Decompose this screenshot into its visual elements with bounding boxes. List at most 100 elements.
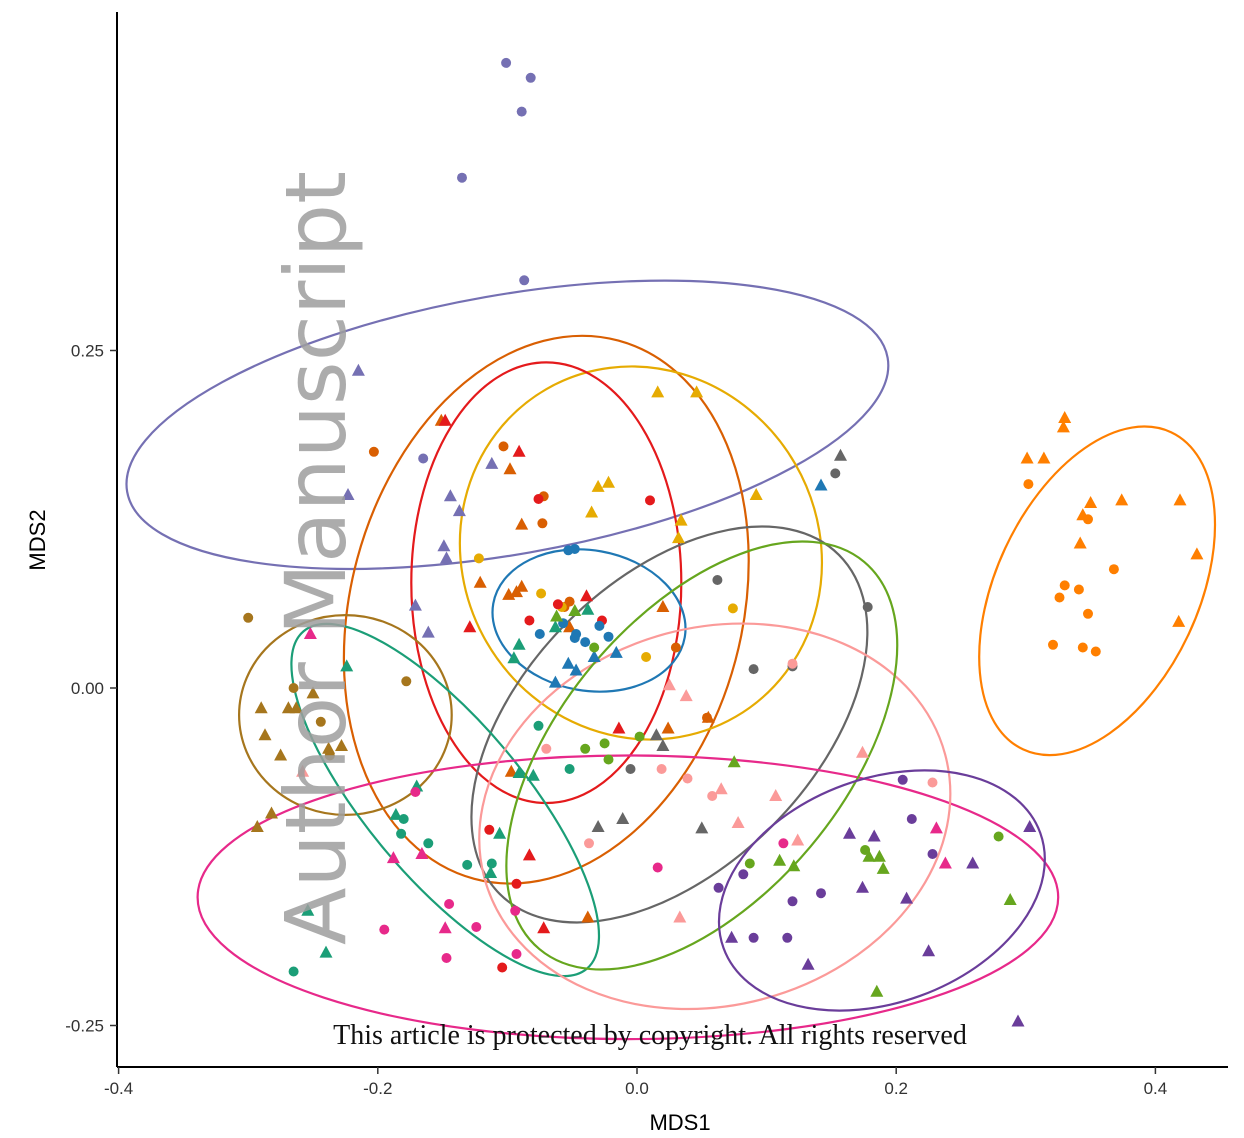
group-13-triangle-point <box>725 930 739 943</box>
group-9-circle-point <box>396 828 407 839</box>
group-13-triangle-point <box>1011 1014 1025 1027</box>
group-3-triangle-point <box>602 475 615 488</box>
group-11-triangle-point <box>714 782 728 795</box>
group-6-triangle-point <box>649 728 663 741</box>
group-12-circle-point <box>744 858 755 869</box>
group-7-circle-point <box>1077 642 1088 653</box>
group-13-triangle-point <box>1023 820 1037 832</box>
group-12-triangle-point <box>872 849 886 862</box>
group-1-circle-point <box>418 453 429 464</box>
group-13-triangle-point <box>922 944 936 957</box>
group-2-triangle-point <box>701 710 715 723</box>
group-2-circle-point <box>670 642 681 653</box>
group-9-circle-point <box>423 838 434 849</box>
y-tick-label: 0.25 <box>71 342 104 361</box>
group-12-circle-point <box>599 738 610 749</box>
group-13-circle-point <box>782 932 793 943</box>
group-2-triangle-point <box>515 517 529 530</box>
group-7-triangle-point <box>1020 451 1034 464</box>
group-4-triangle-point <box>438 413 452 426</box>
group-5-circle-point <box>534 629 545 639</box>
group-9-circle-point <box>462 859 473 870</box>
group-9-triangle-point <box>493 826 507 839</box>
group-4-circle-point <box>484 824 495 835</box>
group-9-triangle-point <box>301 903 315 916</box>
group-3-triangle-point <box>674 513 688 526</box>
group-6-circle-point <box>625 764 636 774</box>
group-7-triangle-point <box>1076 508 1090 521</box>
x-axis-ticks: -0.4 -0.2 0.0 0.2 0.4 <box>104 1067 1167 1098</box>
group-12-circle-point <box>603 754 614 765</box>
group-9-circle-point <box>398 814 409 824</box>
group-13-triangle-point <box>867 829 881 842</box>
group-10-circle-point <box>511 949 522 959</box>
y-tick-label: -0.25 <box>65 1017 104 1036</box>
group-8-circle-point <box>288 683 299 693</box>
group-8-triangle-point <box>306 686 320 699</box>
group-2-ellipse <box>342 334 750 885</box>
group-5-circle-point <box>569 544 580 554</box>
group-3-triangle-point <box>672 531 685 544</box>
x-tick-label: -0.4 <box>104 1079 133 1098</box>
group-6-circle-point <box>712 575 723 585</box>
group-7-triangle-point <box>1190 547 1204 560</box>
group-5-triangle-point <box>609 645 623 658</box>
group-7-circle-point <box>1073 584 1084 595</box>
group-10-circle-point <box>471 922 482 932</box>
group-13-circle-point <box>816 888 826 899</box>
group-2-circle-point <box>498 441 509 452</box>
group-1-triangle-point <box>485 456 499 469</box>
group-13-triangle-point <box>801 957 815 970</box>
group-4-triangle-point <box>463 620 477 633</box>
group-1-circle-point <box>457 172 467 183</box>
group-8-triangle-point <box>335 739 348 751</box>
group-12-ellipse <box>505 540 899 971</box>
group-9-circle-point <box>486 858 497 869</box>
group-5-circle-point <box>569 633 580 643</box>
group-10-circle-point <box>778 838 789 849</box>
group-13-triangle-point <box>843 826 856 839</box>
group-4-triangle-point <box>580 589 593 602</box>
group-7-triangle-point <box>1084 496 1098 508</box>
group-3-circle-point <box>727 603 738 614</box>
group-10-circle-point <box>510 905 521 916</box>
group-4-triangle-point <box>522 848 536 861</box>
group-12-triangle-point <box>1003 893 1017 905</box>
group-1-ellipse <box>125 279 890 571</box>
group-2-triangle-point <box>503 462 517 475</box>
group-13-circle-point <box>787 896 798 907</box>
group-13-triangle-point <box>856 880 869 893</box>
group-6-triangle-point <box>616 812 630 824</box>
group-6-triangle-point <box>834 448 847 461</box>
group-8-triangle-point <box>258 728 272 741</box>
group-2-triangle-point <box>502 587 516 600</box>
group-9-triangle-point <box>389 807 403 820</box>
group-9-circle-point <box>564 764 575 774</box>
group-11-circle-point <box>682 773 693 784</box>
group-2-triangle-point <box>510 585 523 598</box>
group-7-ellipse <box>978 425 1217 757</box>
group-8-triangle-point <box>322 741 336 754</box>
group-11-circle-point <box>787 658 798 669</box>
x-tick-label: 0.4 <box>1144 1079 1168 1098</box>
group-10-circle-point <box>379 924 390 935</box>
group-9-triangle-point <box>507 651 521 664</box>
group-5-triangle-point <box>814 478 828 491</box>
group-4-circle-point <box>511 878 522 889</box>
group-11-circle-point <box>656 764 667 774</box>
group-2-triangle-point <box>563 620 577 633</box>
group-1-triangle-point <box>452 504 466 517</box>
group-2-triangle-point <box>504 764 518 777</box>
group-8-triangle-point <box>274 748 288 761</box>
group-7-circle-point <box>1059 580 1070 591</box>
group-5-triangle-point <box>569 663 583 676</box>
group-13-ellipse <box>717 769 1046 1012</box>
group-3-circle-point <box>473 553 484 564</box>
group-11-triangle-point <box>791 833 805 846</box>
group-5-circle-point <box>580 637 591 648</box>
group-3-triangle-point <box>585 505 599 518</box>
group-12-triangle-point <box>550 609 564 622</box>
group-12-triangle-point <box>876 861 890 874</box>
group-6-triangle-point <box>656 739 670 751</box>
